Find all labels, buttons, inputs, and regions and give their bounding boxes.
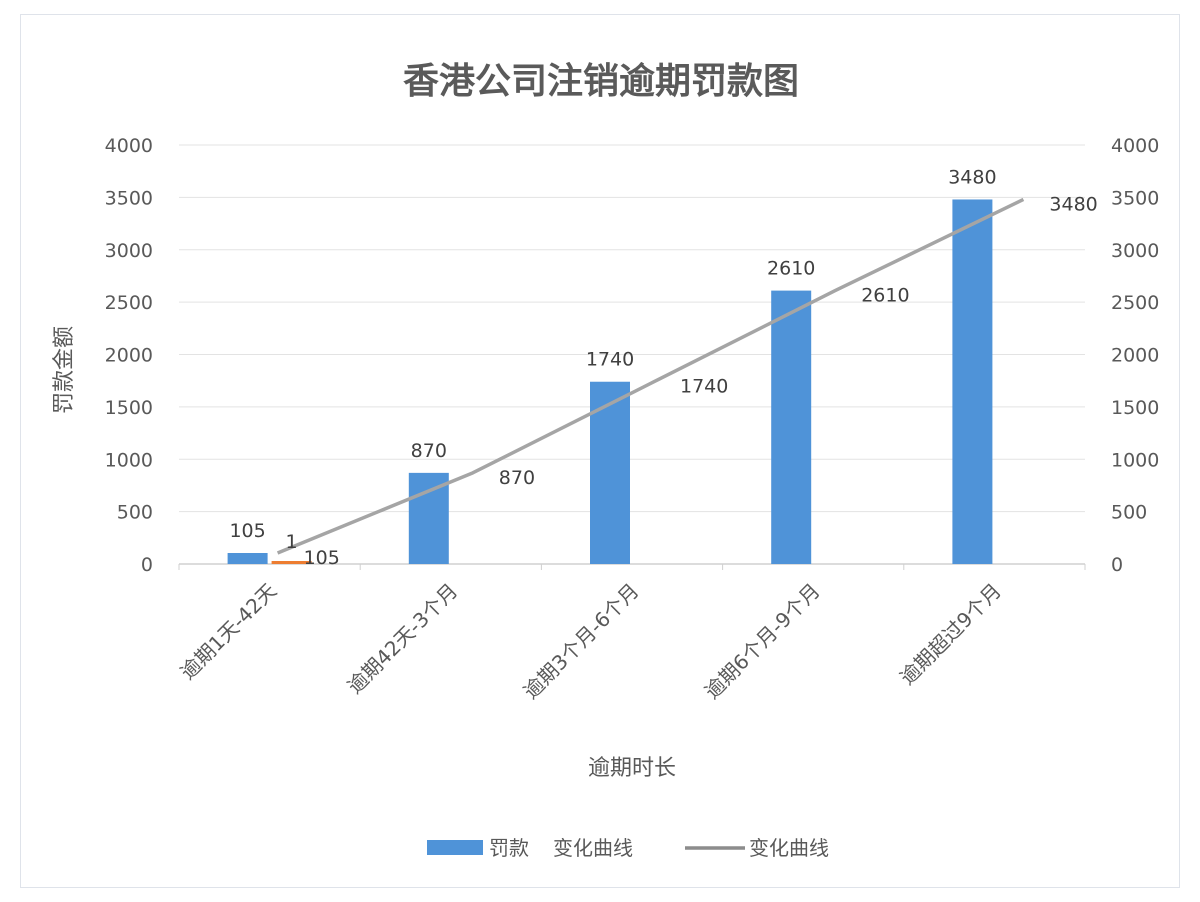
line-data-label: 2610 [861,285,909,307]
y2-tick-label: 1500 [1111,397,1159,419]
y2-tick-label: 2000 [1111,345,1159,367]
y-axis-left: 0 500 1000 1500 2000 2500 3000 3500 4000 [105,135,153,576]
line-data-label: 1740 [680,376,728,398]
x-category-label: 逾期3个月-6个月 [519,579,644,704]
y2-tick-label: 3500 [1111,187,1159,209]
bar-fine [952,199,993,564]
x-category-label: 逾期42天-3个月 [343,579,463,699]
legend-label: 变化曲线 [749,836,829,860]
y-tick-label: 2500 [105,292,153,314]
y-tick-label: 1500 [105,397,153,419]
line-data-label: 3480 [1049,193,1097,215]
chart: 香港公司注销逾期罚款图 0500100015002000250030003500… [52,61,1159,860]
line-data-label: 870 [499,467,535,489]
y2-tick-label: 4000 [1111,135,1159,157]
y-axis-right: 0 500 1000 1500 2000 2500 3000 3500 4000 [1111,135,1159,576]
y-axis-title: 罚款金额 [52,326,77,414]
gridlines [179,144,1085,565]
legend-label: 罚款 [489,836,529,860]
y-tick-label: 4000 [105,135,153,157]
bar-data-label: 2610 [767,258,815,280]
chart-title: 香港公司注销逾期罚款图 [403,61,799,102]
bar-fine [408,472,449,564]
bar-fine [227,553,268,564]
data-labels: 105 870 1740 2610 3480 1 105 870 1740 2610 3480 [229,166,1097,569]
x-category-label: 逾期超过9个月 [895,579,1006,690]
y-tick-label: 1000 [105,449,153,471]
y-tick-label: 0 [141,554,153,576]
x-axis-title: 逾期时长 [588,756,676,781]
x-category-label: 逾期6个月-9个月 [700,579,825,704]
x-category-label: 逾期1天-42天 [176,579,282,685]
y2-tick-label: 0 [1111,554,1123,576]
bar-data-label: 105 [229,520,265,542]
line-series [276,197,1025,555]
bar-fine [771,290,812,564]
legend-bar-swatch [427,840,483,855]
line-data-label: 105 [304,547,340,569]
legend: 罚款 变化曲线 变化曲线 [427,836,829,860]
x-axis-categories: 逾期1天-42天 逾期42天-3个月 逾期3个月-6个月 逾期6个月-9个月 逾期超过9… [176,564,1086,704]
bar-change [271,561,312,564]
y2-tick-label: 500 [1111,502,1147,524]
y2-tick-label: 1000 [1111,449,1159,471]
y-tick-label: 2000 [105,345,153,367]
bar-data-label: 1740 [586,349,634,371]
y2-tick-label: 3000 [1111,240,1159,262]
change-curve-line [276,197,1025,555]
bar-data-label: 1 [286,531,298,553]
y-tick-label: 500 [117,502,153,524]
legend-label: 变化曲线 [553,836,633,860]
bar-series [227,199,993,564]
chart-frame: 香港公司注销逾期罚款图 0 500 1000 1500 2000 2500 3000 3500… [20,14,1180,888]
y-tick-label: 3000 [105,240,153,262]
y2-tick-label: 2500 [1111,292,1159,314]
bar-data-label: 870 [411,440,447,462]
bar-data-label: 3480 [948,166,996,188]
y-tick-label: 3500 [105,187,153,209]
